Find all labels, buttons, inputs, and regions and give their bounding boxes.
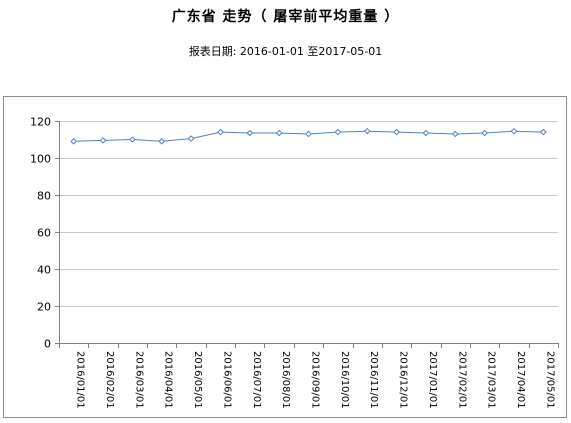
data-point: [334, 128, 342, 136]
x-tick-label: 2016/08/01: [280, 351, 291, 409]
data-point: [540, 128, 547, 136]
chart-subtitle: 报表日期: 2016-01-01 至2017-05-01: [188, 45, 383, 58]
x-tick-label: 2016/06/01: [221, 351, 232, 409]
x-tick-label: 2016/03/01: [133, 351, 144, 409]
data-point: [275, 129, 283, 137]
data-point: [158, 138, 166, 145]
data-point: [510, 127, 518, 135]
data-point: [217, 128, 224, 136]
data-point: [363, 127, 371, 135]
x-tick-label: 2017/04/01: [515, 351, 526, 409]
x-tick-label: 2016/10/01: [339, 351, 350, 409]
data-point: [481, 129, 488, 137]
data-point: [393, 128, 400, 136]
x-tick-label: 2016/02/01: [104, 351, 115, 409]
x-tick-label: 2016/07/01: [251, 351, 262, 409]
data-point: [187, 135, 195, 142]
y-tick-label: 80: [37, 190, 51, 203]
x-tick-label: 2016/01/01: [75, 351, 86, 409]
y-tick-label: 100: [30, 153, 51, 166]
y-tick-label: 120: [30, 116, 51, 129]
y-tick-label: 40: [37, 264, 51, 277]
data-point: [129, 136, 136, 143]
x-tick-label: 2016/11/01: [368, 351, 379, 409]
data-point: [70, 138, 77, 145]
x-tick-label: 2017/02/01: [456, 351, 467, 409]
y-tick-label: 60: [37, 227, 51, 240]
data-point: [99, 137, 107, 144]
y-tick-label: 0: [44, 338, 51, 351]
x-tick-label: 2017/03/01: [486, 351, 497, 409]
data-point: [451, 130, 459, 138]
x-tick-label: 2016/04/01: [163, 351, 174, 409]
x-tick-label: 2016/12/01: [398, 351, 409, 409]
y-tick-label: 20: [37, 301, 51, 314]
x-tick-label: 2016/09/01: [310, 351, 321, 409]
data-point: [305, 130, 312, 138]
data-point: [422, 129, 430, 137]
chart-title: 广东省 走势（ 屠宰前平均重量 ）: [171, 9, 400, 25]
x-tick-label: 2017/05/01: [544, 351, 555, 409]
data-point: [246, 129, 254, 137]
x-tick-label: 2017/01/01: [427, 351, 438, 409]
chart-frame: [3, 96, 567, 418]
x-tick-label: 2016/05/01: [192, 351, 203, 409]
